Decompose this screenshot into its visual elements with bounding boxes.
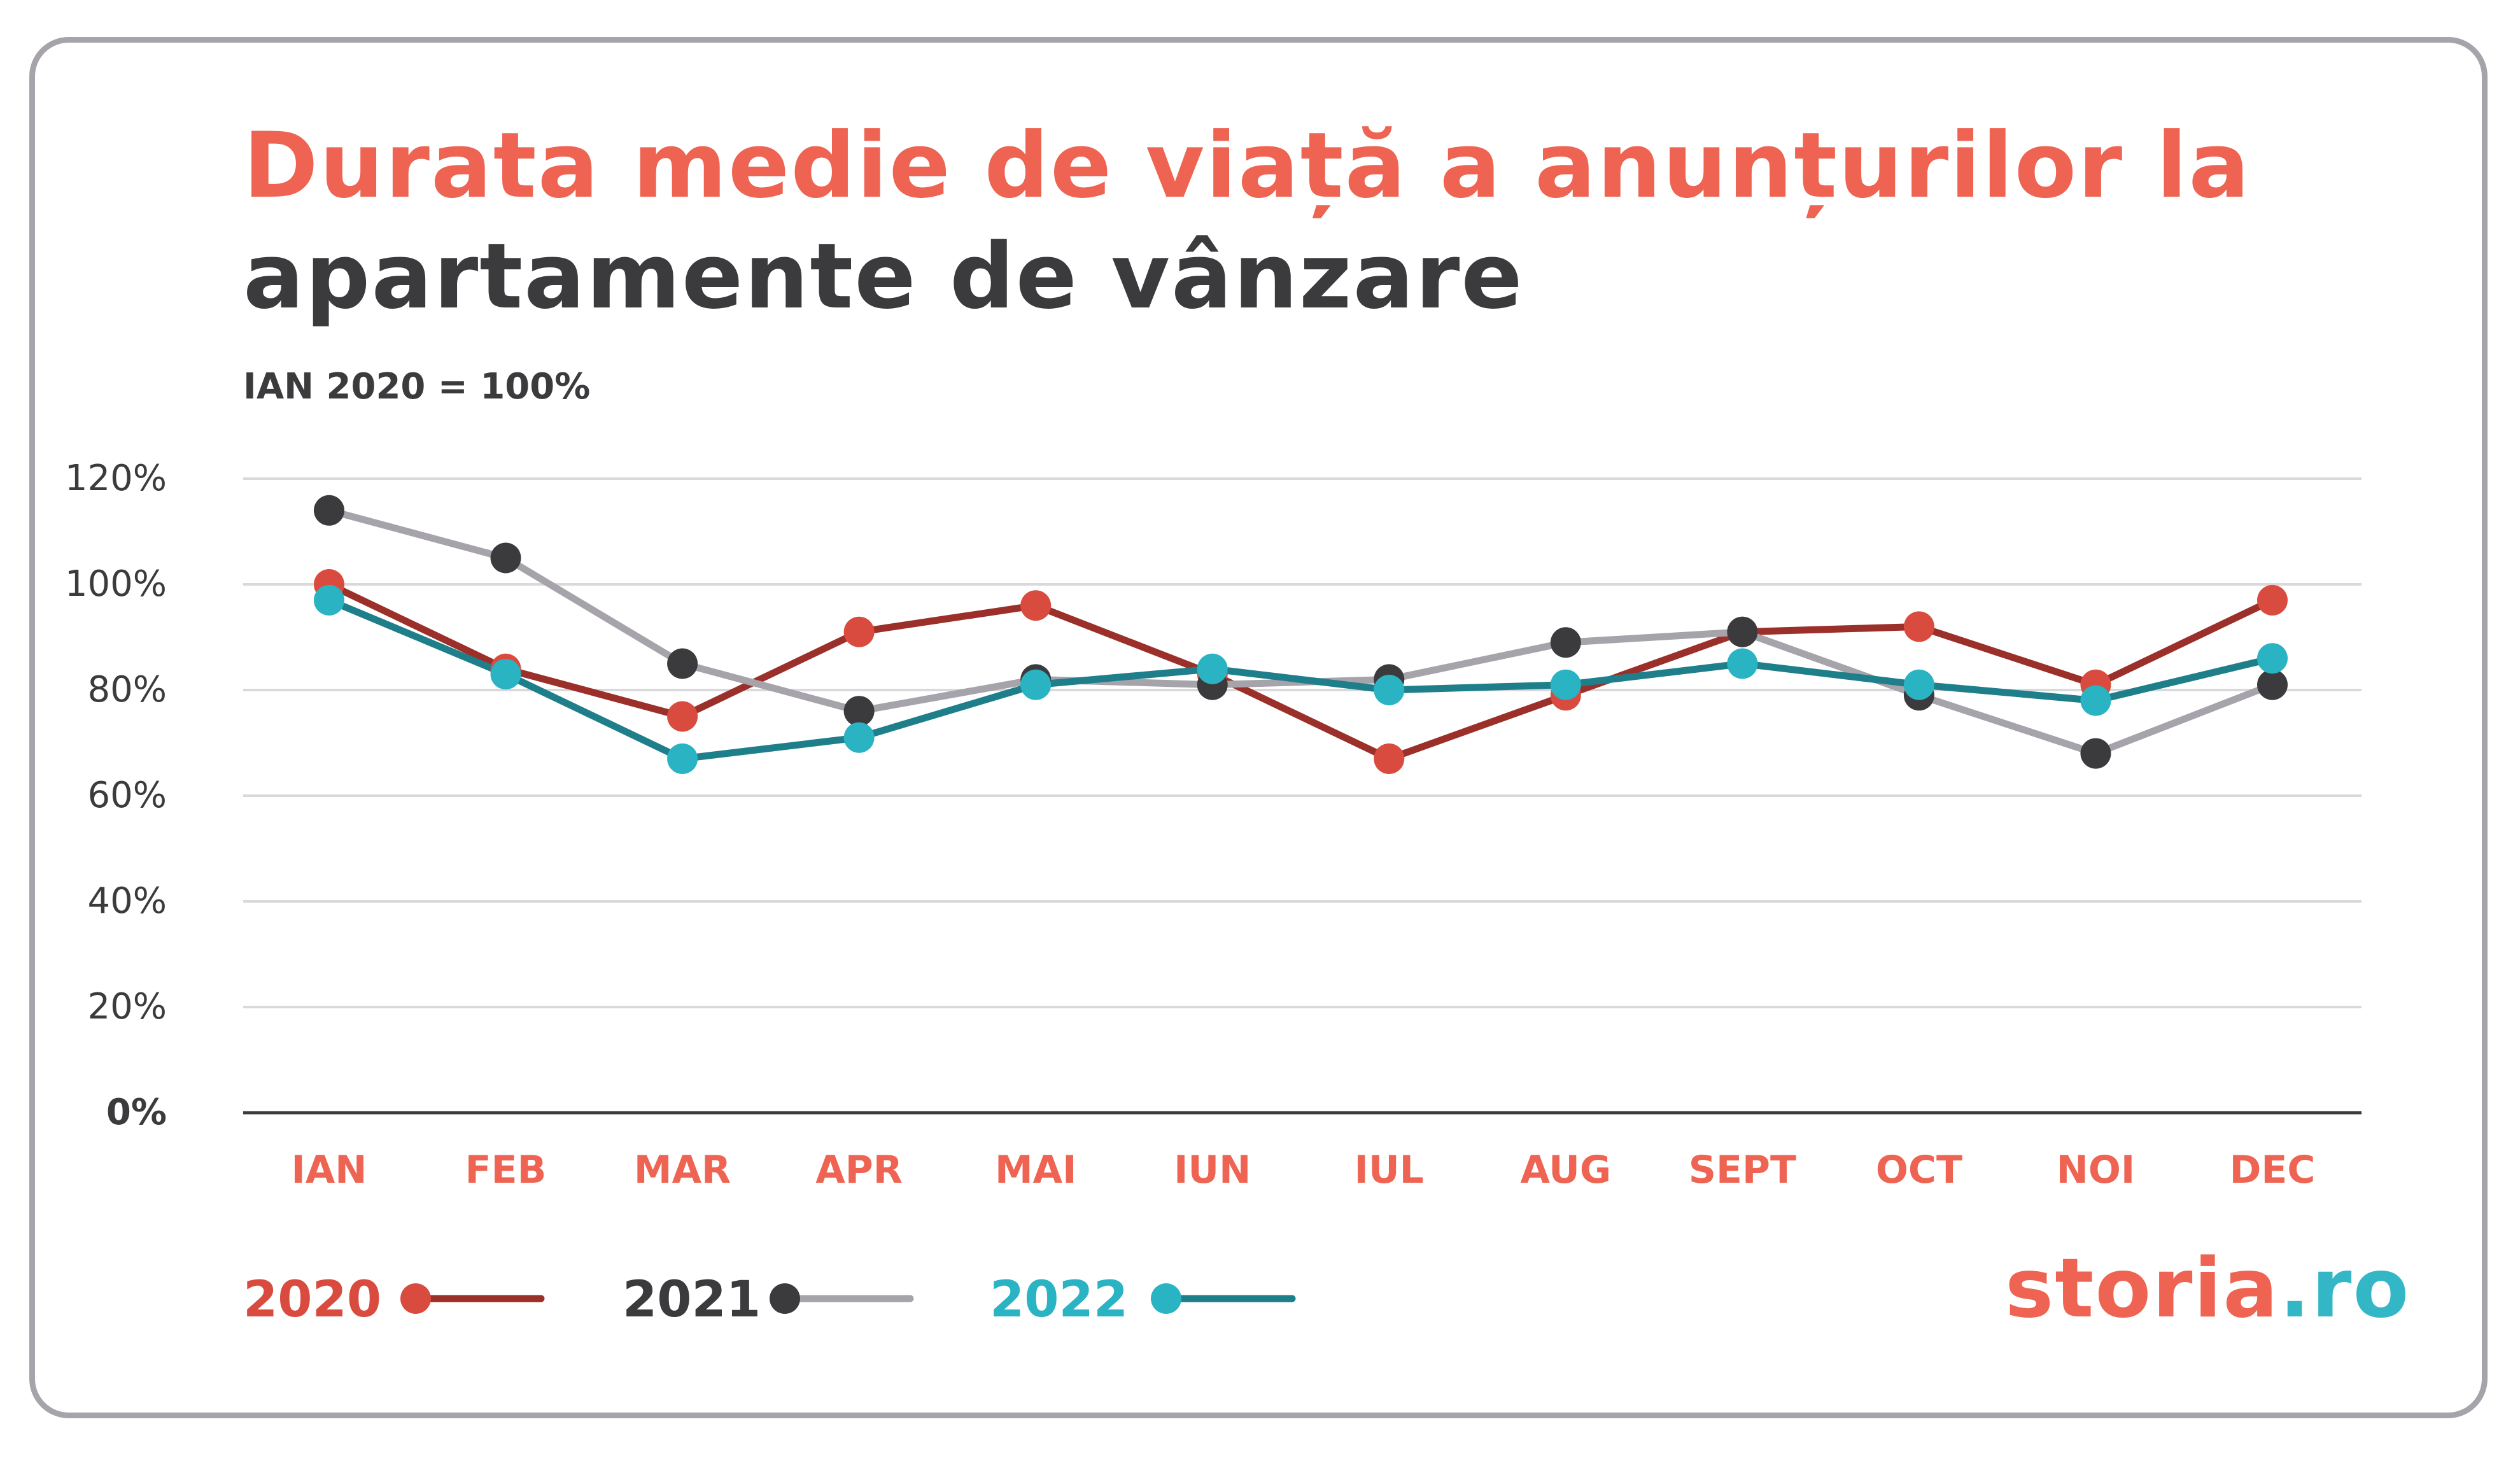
series-line-2020 xyxy=(325,581,2276,763)
x-tick-label: IAN xyxy=(292,1148,367,1192)
data-point-2021 xyxy=(667,648,698,679)
data-point-2022 xyxy=(1727,648,1758,679)
x-tick-label: IUN xyxy=(1174,1148,1251,1192)
legend-label-2020: 2020 xyxy=(243,1271,381,1329)
storia-logo: storia.ro xyxy=(2005,1241,2410,1336)
legend-label-2022: 2022 xyxy=(990,1271,1128,1329)
data-point-2021 xyxy=(843,696,875,727)
data-point-2021 xyxy=(2080,738,2111,769)
y-tick-label: 100% xyxy=(65,563,167,605)
chart-card xyxy=(29,37,2488,1418)
x-tick-label: OCT xyxy=(1876,1148,1962,1192)
logo-part2: .ro xyxy=(2279,1241,2411,1336)
data-point-2022 xyxy=(1903,669,1934,700)
data-point-2020 xyxy=(1020,590,1052,621)
chart-subtitle: IAN 2020 = 100% xyxy=(243,366,591,407)
x-tick-label: AUG xyxy=(1521,1148,1612,1192)
data-point-2022 xyxy=(2257,643,2288,674)
data-point-2022 xyxy=(1020,669,1052,700)
y-tick-label: 0% xyxy=(106,1092,167,1133)
y-tick-label: 80% xyxy=(88,669,167,710)
legend-marker-2021 xyxy=(770,1283,800,1314)
chart-title-line2: apartamente de vânzare xyxy=(243,224,1524,329)
x-tick-label: SEPT xyxy=(1689,1148,1796,1192)
data-point-2022 xyxy=(1374,675,1405,705)
data-point-2022 xyxy=(1197,653,1228,684)
y-tick-label: 20% xyxy=(88,986,167,1027)
y-tick-label: 40% xyxy=(88,880,167,922)
x-tick-label: MAI xyxy=(995,1148,1076,1192)
data-point-2020 xyxy=(1374,743,1405,774)
data-point-2021 xyxy=(490,542,521,574)
data-point-2020 xyxy=(1903,611,1934,642)
data-point-2022 xyxy=(667,743,698,774)
x-tick-label: FEB xyxy=(465,1148,547,1192)
data-point-2022 xyxy=(490,659,521,690)
data-point-2020 xyxy=(2257,584,2288,616)
data-point-2022 xyxy=(314,584,344,616)
data-point-2021 xyxy=(2257,669,2288,700)
data-point-2022 xyxy=(843,722,875,753)
x-tick-label: DEC xyxy=(2230,1148,2316,1192)
x-tick-label: APR xyxy=(815,1148,903,1192)
series-line-2022 xyxy=(325,596,2276,763)
x-tick-label: MAR xyxy=(634,1148,731,1192)
chart-title-line1: Durata medie de viață a anunțurilor la xyxy=(243,113,2251,218)
data-point-2021 xyxy=(1550,627,1581,658)
legend-label-2021: 2021 xyxy=(623,1271,761,1329)
legend-marker-2020 xyxy=(400,1283,431,1314)
data-point-2022 xyxy=(2080,685,2111,716)
logo-part1: storia xyxy=(2005,1241,2279,1336)
y-tick-label: 120% xyxy=(65,458,167,499)
data-point-2022 xyxy=(1550,669,1581,700)
data-point-2021 xyxy=(314,495,344,526)
y-tick-label: 60% xyxy=(88,775,167,816)
x-tick-label: IUL xyxy=(1355,1148,1424,1192)
data-point-2020 xyxy=(843,616,875,647)
data-point-2021 xyxy=(1727,616,1758,647)
x-tick-label: NOI xyxy=(2057,1148,2136,1192)
data-point-2020 xyxy=(667,701,698,732)
legend-marker-2022 xyxy=(1151,1283,1181,1314)
